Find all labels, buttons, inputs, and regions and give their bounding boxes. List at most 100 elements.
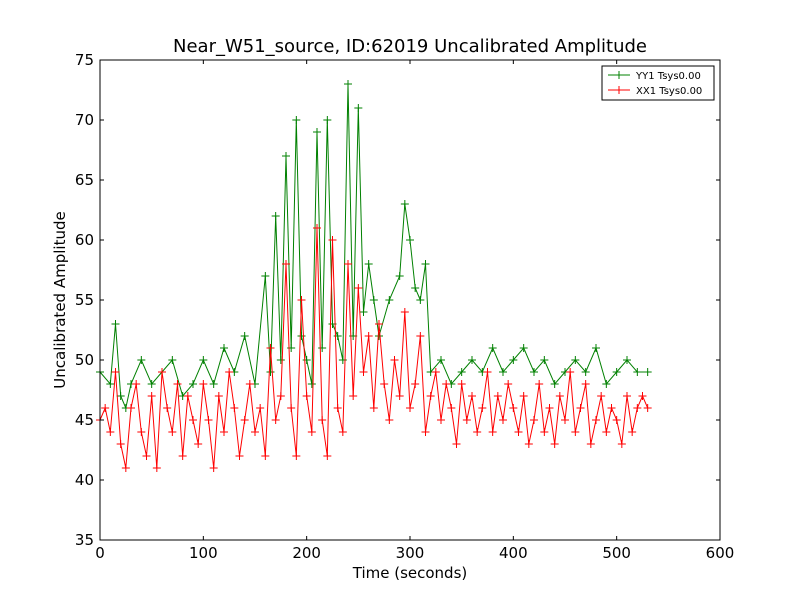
data-point [421,428,430,436]
legend: YY1 Tsys0.00 XX1 Tsys0.00 [601,65,715,101]
data-point [364,260,373,268]
data-point [137,356,146,364]
data-point [344,80,352,88]
data-point [287,344,296,352]
data-point [235,452,244,460]
data-point [447,404,456,412]
data-point [194,440,203,448]
data-point [183,392,192,400]
data-point [204,416,213,424]
data-point [214,392,223,400]
data-point [519,392,528,400]
data-point [152,464,161,472]
data-point [468,392,476,400]
y-axis-label: Uncalibrated Amplitude [51,211,69,388]
data-point [354,284,363,292]
data-point [478,404,487,412]
data-point [323,116,332,124]
data-point [452,440,461,448]
data-point [209,464,218,472]
data-point [488,344,497,352]
data-point [173,380,182,388]
data-point [163,404,172,412]
data-point [462,416,471,424]
data-point [240,332,249,340]
data-point [530,416,538,424]
data-point [349,392,358,400]
data-point [426,392,435,400]
data-point [297,296,306,304]
data-point [168,428,177,436]
data-point [566,368,575,376]
data-point [416,296,425,304]
data-point [545,404,554,412]
data-point [147,392,156,400]
data-point [457,368,466,376]
data-point [550,380,559,388]
y-tick-label: 75 [75,51,94,69]
series-2 [96,224,652,472]
data-point [266,344,275,352]
data-point [297,332,306,340]
data-point [106,428,115,436]
data-point [338,356,347,364]
data-point [137,428,146,436]
data-point [287,404,296,412]
data-point [380,380,389,388]
y-tick-label: 70 [75,111,94,129]
data-point [400,308,409,316]
data-point [633,404,642,412]
data-point [116,440,125,448]
data-point [592,344,600,352]
data-point [375,332,383,340]
data-point [514,428,523,436]
data-point [524,440,533,448]
data-point [106,380,115,388]
data-point [276,356,285,364]
data-point [530,368,538,376]
data-point [493,392,502,400]
data-point [509,356,518,364]
x-axis-label: Time (seconds) [352,564,468,582]
y-tick-label: 50 [75,351,94,369]
legend-marker [615,86,623,94]
data-point [633,368,642,376]
data-point [189,380,197,388]
legend-label: XX1 Tsys0.00 [636,86,702,97]
x-tick-label: 500 [602,544,631,562]
data-point [509,404,518,412]
data-point [338,428,347,436]
data-point [307,380,316,388]
data-point [519,344,528,352]
data-point [323,452,332,460]
data-point [313,224,321,232]
data-point [261,272,270,280]
data-point [101,404,110,412]
data-point [638,392,647,400]
chart-title: Near_W51_source, ID:62019 Uncalibrated A… [173,36,647,57]
data-point [400,200,409,208]
y-tick-label: 45 [75,411,94,429]
data-point [395,272,404,280]
data-point [116,392,125,400]
data-point [276,392,285,400]
data-point [571,428,580,436]
data-point [576,404,585,412]
legend-box [601,65,715,101]
data-point [540,428,549,436]
data-point [597,392,606,400]
data-point [437,416,445,424]
data-point [406,404,414,412]
x-tick-label: 400 [499,544,528,562]
y-tick-label: 40 [75,471,94,489]
x-tick-label: 0 [95,544,105,562]
data-point [442,380,451,388]
data-point [581,380,590,388]
x-tick-label: 100 [189,544,218,562]
data-point [602,428,611,436]
data-point [240,416,249,424]
data-point [504,380,513,388]
data-point [209,380,218,388]
data-point [225,368,234,376]
